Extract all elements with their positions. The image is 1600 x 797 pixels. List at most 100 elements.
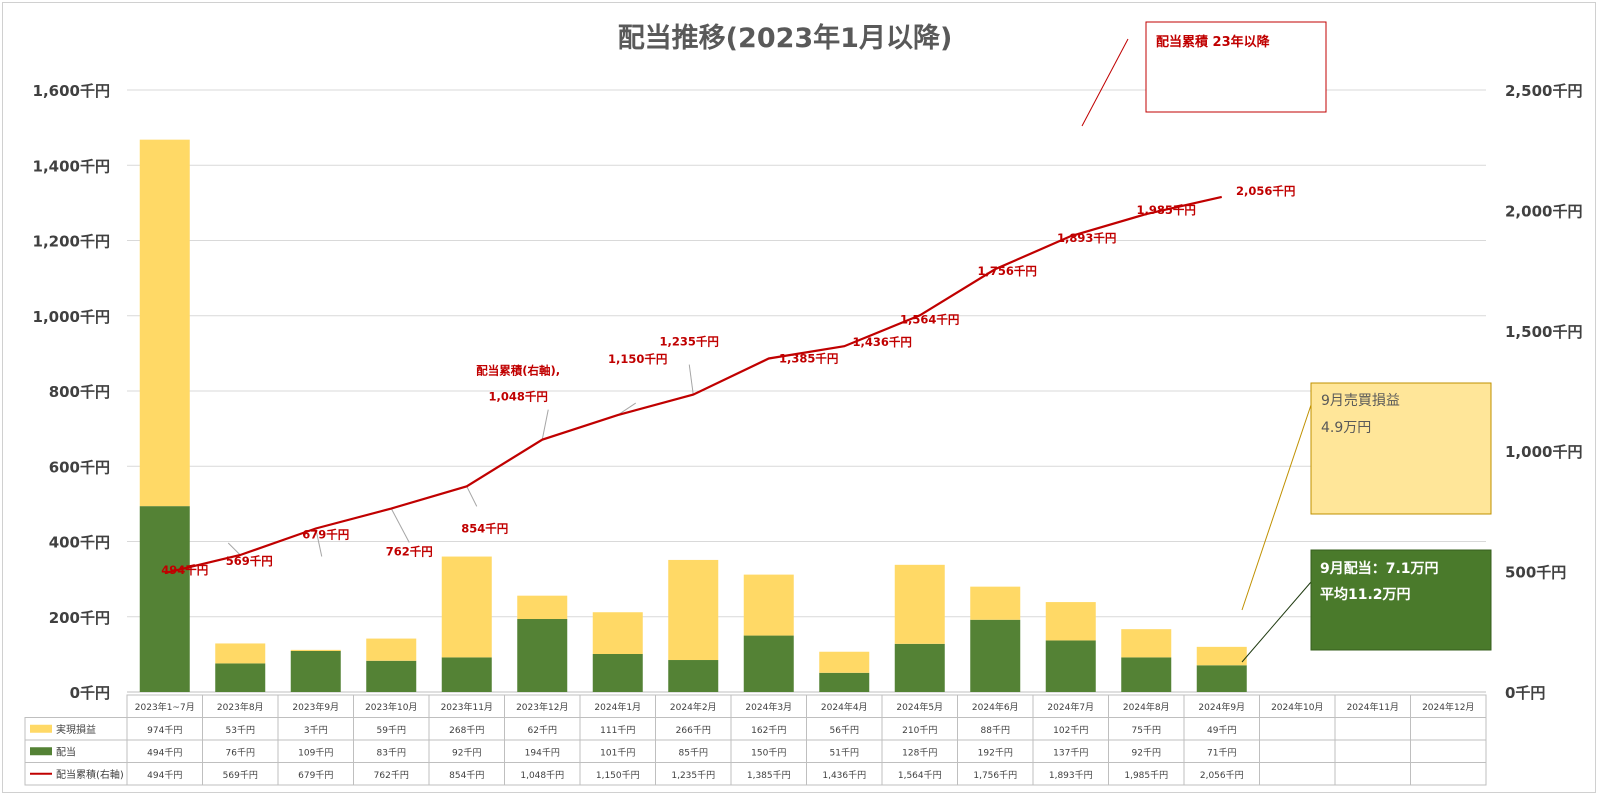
x-tick-label: 2024年9月 [1198, 701, 1245, 713]
left-axis-tick-label: 800千円 [49, 383, 110, 401]
table-cell: 2,056千円 [1200, 770, 1244, 781]
bar-realized [517, 595, 568, 620]
table-cell: 92千円 [1132, 747, 1161, 758]
bar-dividend [668, 660, 719, 692]
right-axis-tick-label: 1,000千円 [1505, 443, 1582, 461]
legend-key [30, 724, 52, 733]
line-data-label: 569千円 [226, 554, 273, 568]
leader-lines [227, 364, 694, 557]
bar-realized [215, 643, 266, 664]
right-axis-tick-label: 2,000千円 [1505, 202, 1582, 220]
line-data-label: 1,436千円 [853, 335, 912, 349]
line-data-label: 1,893千円 [1057, 231, 1116, 245]
line-data-label: 2,056千円 [1236, 184, 1295, 198]
leader-line [390, 508, 410, 543]
table-cell: 137千円 [1053, 747, 1088, 758]
table-cell: 53千円 [226, 725, 255, 736]
trade-callout-line2: 4.9万円 [1321, 420, 1371, 436]
leader-line [227, 542, 241, 556]
line-series-callout-value: 1,048千円 [489, 390, 548, 404]
line-data-label: 1,235千円 [660, 335, 719, 349]
x-tick-label: 2024年6月 [972, 701, 1019, 713]
table-cell: 128千円 [902, 747, 937, 758]
table-cell: 268千円 [449, 725, 484, 736]
line-data-label: 494千円 [161, 563, 208, 577]
table-cell: 1,150千円 [596, 770, 640, 781]
bar-dividend [970, 619, 1021, 692]
legend-label: 配当累積(右軸) [56, 768, 124, 781]
left-axis-tick-label: 200千円 [49, 609, 110, 627]
table-cell: 83千円 [377, 747, 406, 758]
table-cell: 1,385千円 [747, 770, 791, 781]
table-cell: 62千円 [528, 725, 557, 736]
x-tick-label: 2024年4月 [821, 701, 868, 713]
x-tick-label: 2024年12月 [1422, 701, 1474, 713]
table-cell: 92千円 [452, 747, 481, 758]
leader-line [541, 409, 549, 440]
left-axis-tick-label: 400千円 [49, 534, 110, 552]
table-cell: 1,564千円 [898, 770, 942, 781]
bar-dividend [290, 650, 341, 692]
bar-realized [1121, 629, 1172, 658]
table-cell: 679千円 [298, 770, 333, 781]
dividend-callout-pointer [1241, 581, 1312, 663]
table-cell: 3千円 [304, 725, 328, 736]
table-cell: 102千円 [1053, 725, 1088, 736]
bars [139, 139, 1247, 692]
bar-realized [592, 612, 643, 654]
bar-dividend [1196, 665, 1247, 692]
table-cell: 494千円 [147, 770, 182, 781]
table-cell: 150千円 [751, 747, 786, 758]
table-cell: 1,048千円 [520, 770, 564, 781]
trade-callout-box [1310, 382, 1492, 515]
table-cell: 109千円 [298, 747, 333, 758]
table-cell: 1,436千円 [822, 770, 866, 781]
line-series-callout-name: 配当累積(右軸), [476, 364, 560, 378]
bar-realized [894, 564, 945, 644]
cumulative-line [164, 195, 1222, 575]
line-data-label: 1,564千円 [900, 312, 959, 326]
bar-dividend [517, 619, 568, 692]
line-data-labels: 494千円 569千円 679千円 762千円 854千円 1,150千円 1,235千円 1… [161, 184, 1295, 577]
x-tick-label: 2024年2月 [670, 701, 717, 713]
table-cell: 194千円 [525, 747, 560, 758]
table-cell: 162千円 [751, 725, 786, 736]
legend-label: 実現損益 [56, 723, 96, 736]
line-data-label: 762千円 [386, 545, 433, 559]
left-axis-tick-label: 1,600千円 [33, 82, 110, 100]
table-cell: 1,235千円 [671, 770, 715, 781]
table-cell: 88千円 [981, 725, 1010, 736]
leader-line [617, 402, 637, 416]
table-cell: 85千円 [679, 747, 708, 758]
table-cell: 494千円 [147, 747, 182, 758]
table-cell: 974千円 [147, 725, 182, 736]
table-cell: 51千円 [830, 747, 859, 758]
left-axis-tick-label: 1,000千円 [33, 308, 110, 326]
bar-realized [290, 649, 341, 651]
x-tick-label: 2023年9月 [292, 701, 339, 713]
x-tick-label: 2024年1月 [594, 701, 641, 713]
bar-realized [139, 139, 190, 507]
left-axis-tick-label: 600千円 [49, 458, 110, 476]
bar-realized [1045, 602, 1096, 641]
bar-realized [668, 559, 719, 661]
x-tick-label: 2023年12月 [516, 701, 568, 713]
table-cell: 1,893千円 [1049, 770, 1093, 781]
dividend-callout-line2: 平均11.2万円 [1320, 586, 1411, 603]
table-cell: 569千円 [223, 770, 258, 781]
table-cell: 75千円 [1132, 725, 1161, 736]
left-axis-tick-label: 1,400千円 [33, 157, 110, 175]
legend-key [30, 747, 52, 756]
bar-dividend [743, 635, 794, 692]
legend-label: 配当 [56, 745, 76, 758]
bar-dividend [1045, 640, 1096, 692]
right-axis-tick-label: 500千円 [1505, 564, 1566, 582]
table-cell: 1,985千円 [1124, 770, 1168, 781]
table-cell: 56千円 [830, 725, 859, 736]
line-data-label: 854千円 [461, 521, 508, 535]
x-tick-label: 2023年10月 [365, 701, 417, 713]
right-axis-tick-label: 0千円 [1505, 684, 1545, 702]
cumulative-callout-text: 配当累積 23年以降 [1156, 34, 1271, 50]
data-table: 2023年1~7月 2023年8月 2023年9月 2023年10月 2023年11月 2… [24, 694, 1487, 786]
leader-line [466, 486, 478, 507]
